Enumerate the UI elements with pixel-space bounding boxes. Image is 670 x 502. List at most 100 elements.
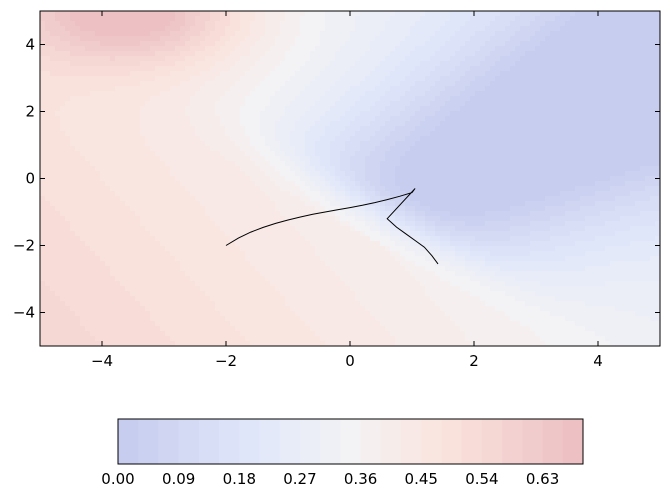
contour-cell: [320, 181, 326, 187]
contour-cell: [385, 41, 391, 47]
contour-cell: [230, 66, 236, 72]
contour-cell: [295, 41, 301, 47]
contour-cell: [440, 106, 446, 112]
contour-cell: [270, 196, 276, 202]
contour-cell: [445, 56, 451, 62]
contour-cell: [55, 171, 61, 177]
contour-cell: [625, 66, 631, 72]
contour-cell: [565, 31, 571, 37]
contour-cell: [640, 76, 646, 82]
contour-cell: [425, 206, 431, 212]
contour-cell: [455, 56, 461, 62]
contour-cell: [420, 16, 426, 22]
contour-cell: [425, 81, 431, 87]
contour-cell: [365, 66, 371, 72]
contour-cell: [60, 211, 66, 217]
contour-cell: [580, 146, 586, 152]
contour-cell: [135, 16, 141, 22]
contour-cell: [200, 126, 206, 132]
contour-cell: [130, 91, 136, 97]
contour-cell: [650, 126, 656, 132]
contour-cell: [490, 81, 496, 87]
contour-cell: [535, 136, 541, 142]
contour-cell: [420, 181, 426, 187]
contour-cell: [590, 81, 596, 87]
contour-cell: [125, 31, 131, 37]
contour-cell: [490, 21, 496, 27]
contour-cell: [90, 171, 96, 177]
contour-cell: [340, 86, 346, 92]
contour-cell: [125, 56, 131, 62]
contour-cell: [565, 171, 571, 177]
contour-cell: [600, 111, 606, 117]
contour-cell: [605, 191, 611, 197]
contour-cell: [115, 156, 121, 162]
contour-cell: [130, 101, 136, 107]
contour-cell: [150, 206, 156, 212]
contour-cell: [330, 151, 336, 157]
contour-cell: [285, 151, 291, 157]
contour-cell: [260, 66, 266, 72]
contour-cell: [600, 206, 606, 212]
contour-cell: [580, 171, 586, 177]
contour-cell: [325, 201, 331, 207]
contour-cell: [100, 16, 106, 22]
contour-cell: [445, 26, 451, 32]
contour-cell: [480, 196, 486, 202]
contour-cell: [480, 51, 486, 57]
contour-cell: [300, 111, 306, 117]
contour-cell: [180, 196, 186, 202]
contour-cell: [165, 66, 171, 72]
contour-cell: [165, 121, 171, 127]
contour-cell: [570, 16, 576, 22]
contour-cell: [525, 181, 531, 187]
contour-cell: [605, 166, 611, 172]
contour-cell: [425, 116, 431, 122]
contour-cell: [190, 211, 196, 217]
contour-cell: [520, 186, 526, 192]
contour-cell: [210, 121, 216, 127]
contour-cell: [155, 116, 161, 122]
contour-cell: [655, 51, 660, 57]
contour-cell: [220, 16, 226, 22]
contour-cell: [575, 121, 581, 127]
contour-cell: [130, 76, 136, 82]
contour-cell: [490, 176, 496, 182]
contour-cell: [345, 71, 351, 77]
contour-cell: [470, 151, 476, 157]
contour-cell: [395, 131, 401, 137]
contour-cell: [395, 66, 401, 72]
contour-cell: [645, 11, 651, 17]
contour-cell: [185, 21, 191, 27]
contour-cell: [395, 136, 401, 142]
contour-cell: [545, 16, 551, 22]
contour-cell: [465, 51, 471, 57]
contour-cell: [375, 26, 381, 32]
contour-cell: [105, 116, 111, 122]
contour-cell: [440, 31, 446, 37]
contour-cell: [170, 166, 176, 172]
contour-cell: [325, 121, 331, 127]
contour-cell: [420, 131, 426, 137]
contour-cell: [110, 106, 116, 112]
contour-cell: [460, 46, 466, 52]
contour-cell: [85, 81, 91, 87]
contour-cell: [150, 61, 156, 67]
contour-cell: [170, 41, 176, 47]
contour-cell: [350, 61, 356, 67]
contour-cell: [575, 36, 581, 42]
contour-cell: [185, 146, 191, 152]
contour-cell: [475, 36, 481, 42]
contour-cell: [120, 126, 126, 132]
contour-cell: [120, 136, 126, 142]
contour-cell: [485, 191, 491, 197]
contour-cell: [470, 16, 476, 22]
contour-cell: [410, 91, 416, 97]
contour-cell: [380, 196, 386, 202]
contour-cell: [495, 11, 501, 17]
contour-cell: [645, 171, 651, 177]
contour-cell: [125, 16, 131, 22]
contour-cell: [405, 126, 411, 132]
contour-cell: [510, 41, 516, 47]
contour-cell: [45, 211, 51, 217]
